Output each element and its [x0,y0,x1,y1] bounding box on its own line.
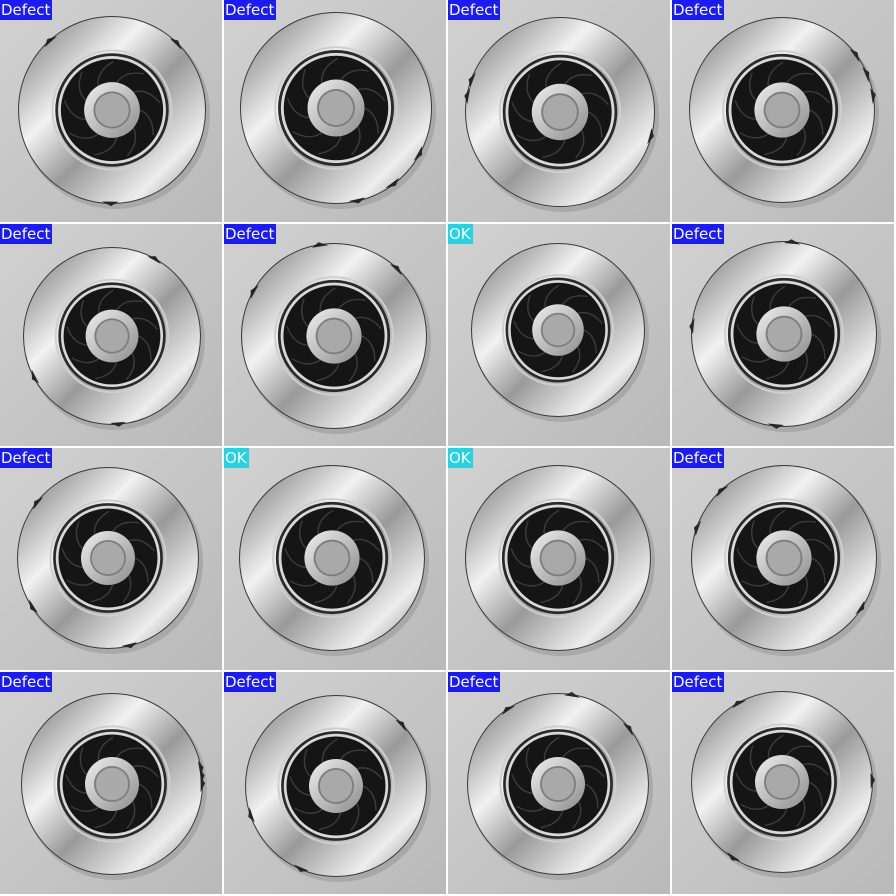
edge-defect [44,36,58,48]
image-tile: Defect [0,672,222,894]
image-tile: Defect [672,224,894,446]
edge-defect [862,67,870,83]
impeller-photo [448,672,670,894]
classification-label: Defect [224,672,277,692]
classification-label: Defect [448,0,501,20]
classification-label: Defect [224,0,277,20]
image-tile: Defect [448,0,670,222]
edge-defect [870,772,875,789]
classification-label: Defect [0,224,53,244]
edge-defect [110,421,126,427]
image-tile: Defect [0,448,222,670]
edge-defect [390,264,402,276]
impeller-photo [672,224,894,446]
edge-defect [147,256,162,265]
edge-defect [169,38,182,51]
impeller-photo [224,448,446,670]
classification-label: Defect [448,672,501,692]
classification-label: Defect [0,672,53,692]
edge-defect [726,851,741,861]
edge-defect [870,87,876,105]
edge-defect [395,719,407,732]
classification-label: OK [448,224,473,244]
image-tile: Defect [224,224,446,446]
image-tile: Defect [0,0,222,222]
impeller-photo [672,0,894,222]
classification-label: Defect [672,672,725,692]
edge-defect [348,197,366,204]
image-tile: OK [448,448,670,670]
edge-defect [564,692,581,698]
classification-label: Defect [672,448,725,468]
edge-defect [468,72,476,88]
edge-defect [689,317,695,334]
edge-defect [248,807,255,823]
edge-defect [250,284,259,299]
edge-defect [647,128,654,145]
classification-label: Defect [0,448,53,468]
edge-defect [197,760,204,777]
edge-defect [29,599,38,613]
impeller-photo [224,0,446,222]
edge-defect [293,864,309,872]
edge-defect [385,177,399,188]
image-tile: OK [224,448,446,670]
edge-defect [413,146,423,161]
impeller-photo [0,0,222,222]
image-tile: Defect [672,0,894,222]
impeller-photo [448,224,670,446]
image-tile: Defect [448,672,670,894]
edge-defect [716,485,729,498]
classification-label: Defect [224,224,277,244]
edge-defect [33,496,44,510]
impeller-photo [224,224,446,446]
image-tile: Defect [0,224,222,446]
edge-defect [784,239,801,245]
impeller-photo [672,448,894,670]
edge-defect [767,423,784,429]
impeller-photo [0,672,222,894]
image-tile: Defect [672,672,894,894]
edge-defect [311,242,329,248]
edge-defect [464,87,471,104]
classification-label: OK [224,448,249,468]
classification-label: Defect [672,224,725,244]
classification-label: OK [448,448,473,468]
impeller-photo [672,672,894,894]
edge-defect [101,201,119,206]
edge-defect [31,369,40,384]
classification-label: Defect [0,0,53,20]
classification-label: Defect [672,0,725,20]
impeller-photo [0,224,222,446]
edge-defect [121,642,137,649]
image-tile: Defect [224,672,446,894]
edge-defect [693,520,702,536]
impeller-photo [0,448,222,670]
impeller-photo [448,448,670,670]
image-tile: Defect [672,448,894,670]
image-tile: OK [448,224,670,446]
image-tile: Defect [224,0,446,222]
impeller-photo [224,672,446,894]
impeller-photo [448,0,670,222]
